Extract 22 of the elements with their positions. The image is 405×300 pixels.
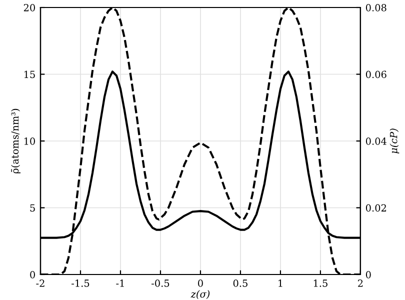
x-tick-label: -0.5 xyxy=(152,280,170,287)
y-tick-label: 0 xyxy=(30,270,35,278)
y2-tick-label: 0.08 xyxy=(366,4,386,12)
y2-axis-title: μ(cP) xyxy=(390,128,400,154)
y2-tick-label: 0.06 xyxy=(366,70,386,78)
x-tick-label: -1.5 xyxy=(72,280,90,287)
y-tick-label: 15 xyxy=(24,70,35,78)
y2-tick-label: 0.02 xyxy=(366,204,386,212)
x-tick-label: -1 xyxy=(116,280,124,287)
x-tick-label: 0.5 xyxy=(233,280,248,287)
x-axis-title: z(σ) xyxy=(190,290,210,300)
x-tick-label: 0 xyxy=(198,280,203,287)
x-tick-label: 1.5 xyxy=(314,280,328,287)
y-axis-title: ρ̄(atoms/nm³) xyxy=(11,108,20,174)
y2-tick-label: 0 xyxy=(366,270,371,278)
x-tick-label: -2 xyxy=(36,280,44,287)
y2-tick-label: 0.04 xyxy=(366,137,386,145)
y-tick-label: 20 xyxy=(24,4,35,12)
x-tick-label: 1 xyxy=(278,280,282,287)
y-tick-label: 5 xyxy=(30,204,35,212)
y-tick-label: 10 xyxy=(24,137,35,145)
x-tick-label: 2 xyxy=(358,280,363,287)
